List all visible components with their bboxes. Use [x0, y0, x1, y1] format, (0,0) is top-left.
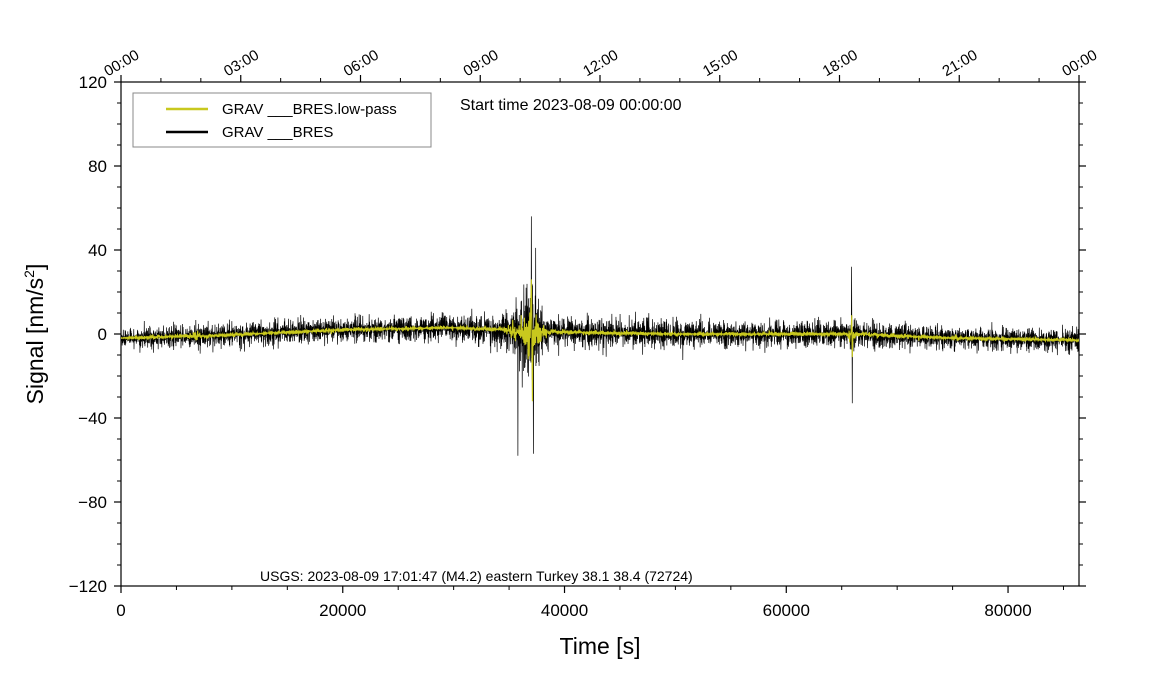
x-tick-label: 60000 — [763, 601, 810, 620]
y-axis-title-main: Signal [nm/s — [22, 278, 48, 405]
top-tick-label: 18:00 — [820, 47, 861, 80]
y-tick-label: −80 — [78, 493, 107, 512]
x-axis-title: Time [s] — [560, 633, 641, 659]
y-tick-label: 120 — [79, 73, 107, 92]
top-tick-label: 03:00 — [221, 47, 262, 80]
top-tick-label: 00:00 — [1059, 47, 1100, 80]
y-tick-label: 40 — [88, 241, 107, 260]
x-tick-label: 40000 — [541, 601, 588, 620]
y-tick-label: −120 — [69, 577, 107, 596]
top-tick-label: 06:00 — [341, 47, 382, 80]
x-axis-ticks: 0 20000 40000 60000 80000 — [116, 586, 1064, 620]
series-line-low-pass-signal — [121, 279, 1079, 402]
top-time-axis-ticks: 00:00 03:00 06:00 09:00 12:00 15:00 18:00 21:00… — [101, 47, 1100, 82]
y-axis-title: Signal [nm/s2] — [21, 264, 48, 405]
top-tick-label: 21:00 — [939, 47, 980, 80]
legend-label-raw: GRAV ___BRES — [222, 124, 333, 141]
legend-box — [132, 92, 432, 148]
x-tick-label: 20000 — [319, 601, 366, 620]
top-tick-label: 12:00 — [580, 47, 621, 80]
y-tick-label: −40 — [78, 409, 107, 428]
x-tick-label: 80000 — [984, 601, 1031, 620]
y-axis-title-close: ] — [22, 264, 48, 270]
top-tick-label: 09:00 — [460, 47, 501, 80]
top-tick-label: 00:00 — [101, 47, 142, 80]
y-axis-ticks: 120 80 40 0 −40 −80 −120 — [69, 73, 1086, 596]
y-axis-title-superscript: 2 — [21, 270, 37, 278]
series-line-raw-signal — [121, 216, 1079, 456]
x-tick-label: 0 — [116, 601, 125, 620]
event-note: USGS: 2023-08-09 17:01:47 (M4.2) eastern… — [260, 568, 693, 584]
legend: GRAV ___BRES.low-pass GRAV ___BRES — [132, 92, 432, 148]
legend-label-low-pass: GRAV ___BRES.low-pass — [222, 101, 397, 118]
start-time-annotation: Start time 2023-08-09 00:00:00 — [460, 97, 682, 114]
y-tick-label: 0 — [98, 325, 107, 344]
y-tick-label: 80 — [88, 157, 107, 176]
top-tick-label: 15:00 — [700, 47, 741, 80]
